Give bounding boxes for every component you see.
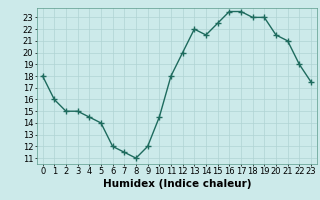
X-axis label: Humidex (Indice chaleur): Humidex (Indice chaleur) xyxy=(102,179,251,189)
